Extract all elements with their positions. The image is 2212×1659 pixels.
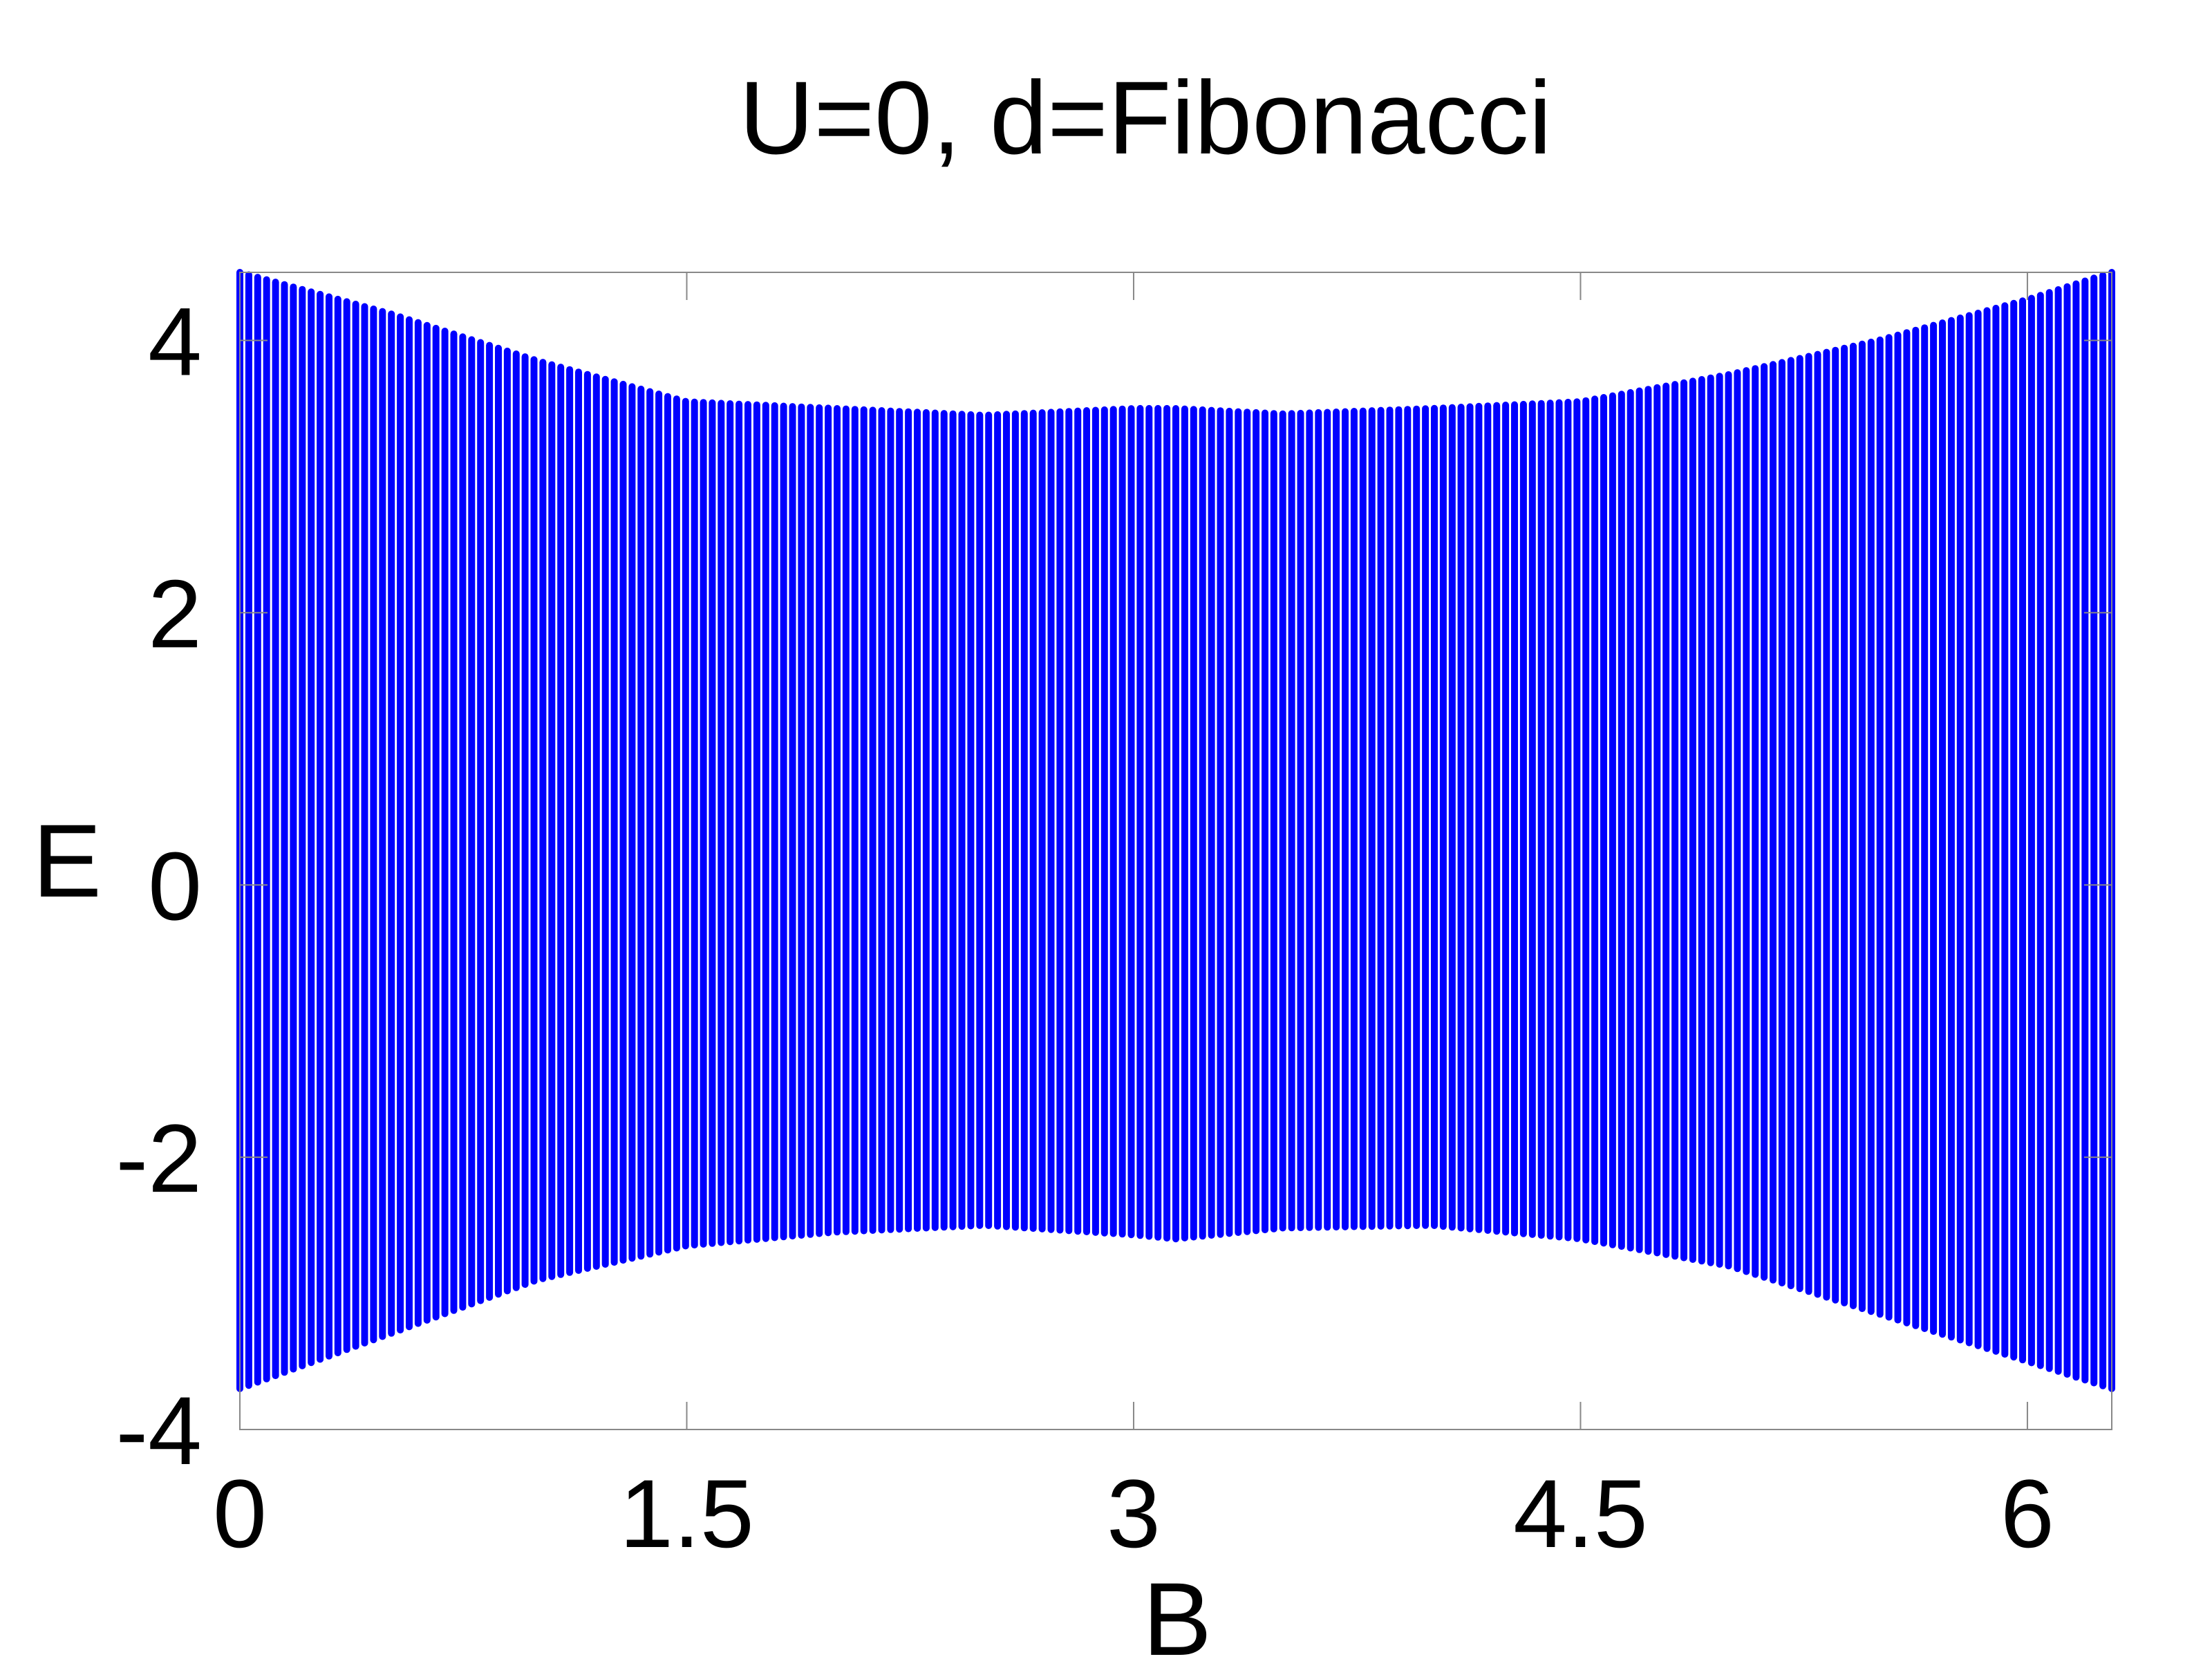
x-axis-label: B: [1143, 1561, 1212, 1659]
y-tick-label: 4: [148, 287, 202, 395]
chart-title: U=0, d=Fibonacci: [739, 59, 1552, 176]
y-axis-ticks: 4 2 0 -2 -4: [116, 287, 2112, 1485]
y-axis-label: E: [32, 803, 102, 919]
energy-spectrum-points: [236, 269, 2115, 1392]
y-tick-label: 2: [148, 559, 202, 668]
plot-frame: [239, 272, 2112, 1430]
x-tick-label: 1.5: [619, 1459, 754, 1568]
x-tick-label: 0: [213, 1459, 267, 1568]
y-tick-label: 0: [148, 832, 202, 940]
x-tick-label: 4.5: [1513, 1459, 1648, 1568]
y-tick-label: -2: [116, 1104, 202, 1212]
x-tick-label: 3: [1107, 1459, 1161, 1568]
y-tick-label: -4: [116, 1376, 202, 1485]
x-tick-label: 6: [2000, 1459, 2054, 1568]
x-axis-ticks: 0 1.5 3 4.5 6: [213, 272, 2054, 1568]
